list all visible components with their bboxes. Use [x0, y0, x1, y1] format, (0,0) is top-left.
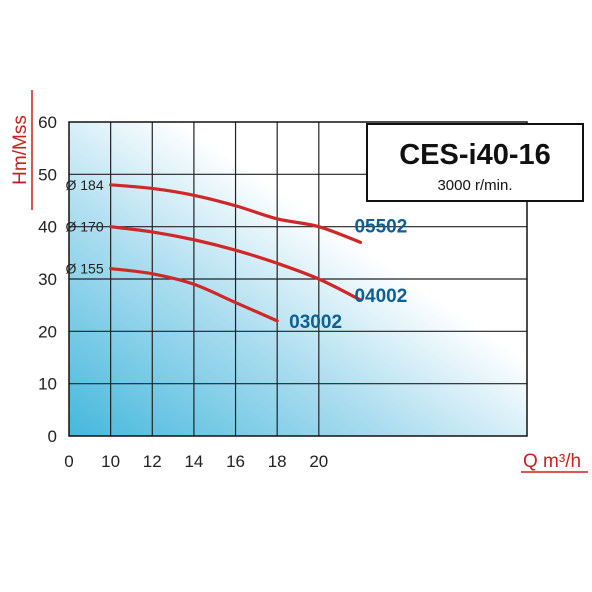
y-tick-label: 40 — [38, 218, 57, 237]
model-label-05502: 05502 — [354, 216, 407, 237]
x-tick-label: 20 — [309, 452, 328, 471]
x-tick-label: 14 — [184, 452, 203, 471]
impeller-label-03002: Ø 155 — [65, 261, 103, 277]
y-tick-label: 10 — [38, 375, 57, 394]
performance-curves — [109, 183, 363, 323]
y-tick-label: 20 — [38, 322, 57, 341]
x-tick-label: 16 — [226, 452, 245, 471]
y-tick-label: 30 — [38, 270, 57, 289]
impeller-label-04002: Ø 170 — [65, 219, 103, 235]
model-label-03002: 03002 — [289, 312, 342, 333]
y-tick-labels: 0 10 20 30 40 50 60 — [38, 113, 57, 446]
x-tick-labels: 0 10 12 14 16 18 20 — [64, 452, 328, 471]
y-tick-label: 50 — [38, 165, 57, 184]
chart-title: CES-i40-16 — [399, 139, 551, 171]
x-tick-label: 12 — [143, 452, 162, 471]
x-tick-label: 10 — [101, 452, 120, 471]
x-tick-label: 18 — [268, 452, 287, 471]
x-tick-label: 0 — [64, 452, 73, 471]
curve-05502 — [109, 183, 363, 244]
curve-03002 — [109, 266, 279, 323]
model-labels: 05502 04002 03002 — [289, 216, 407, 333]
model-label-04002: 04002 — [354, 286, 407, 307]
title-box — [366, 123, 584, 202]
y-tick-label: 0 — [48, 427, 57, 446]
plot-frame — [68, 121, 528, 437]
impeller-labels: Ø 184 Ø 170 Ø 155 — [65, 177, 103, 277]
chart-subtitle: 3000 r/min. — [437, 177, 512, 194]
impeller-label-05502: Ø 184 — [65, 177, 103, 193]
x-axis-title: Q m³/h — [523, 451, 581, 472]
y-axis-title: Hm/Mss — [10, 115, 31, 185]
curve-04002 — [109, 225, 363, 302]
y-tick-label: 60 — [38, 113, 57, 132]
